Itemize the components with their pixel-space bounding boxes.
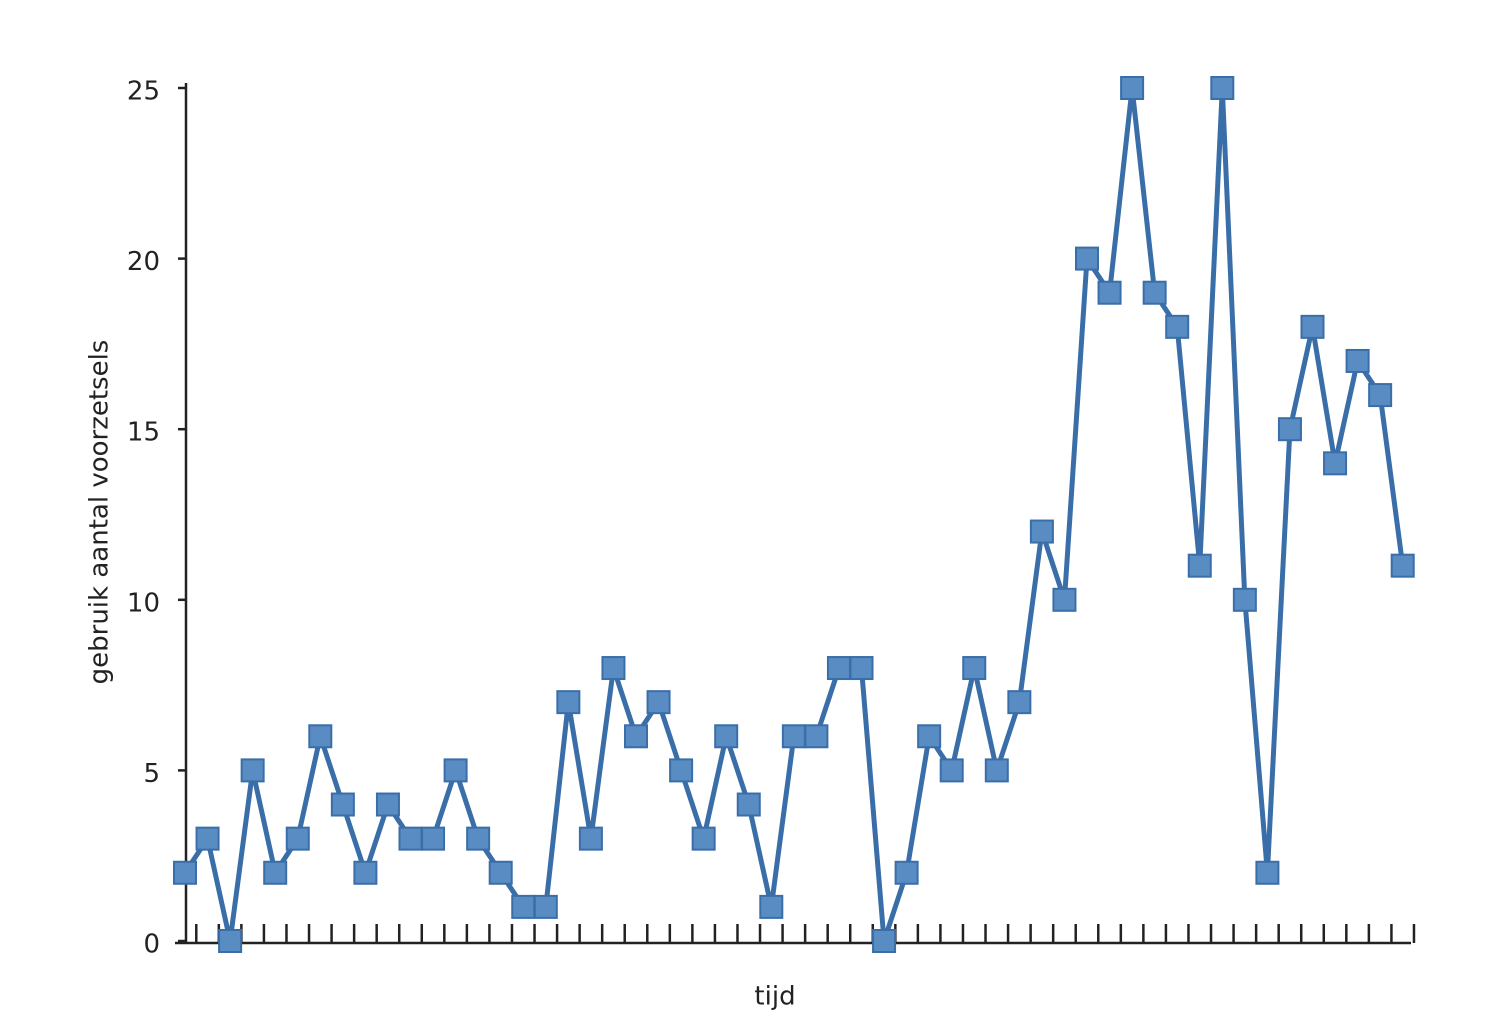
marker <box>1255 860 1280 885</box>
marker <box>804 724 829 749</box>
marker <box>240 758 265 783</box>
marker <box>375 792 400 817</box>
marker <box>1345 348 1370 373</box>
marker <box>781 724 806 749</box>
marker <box>984 758 1009 783</box>
marker <box>1029 519 1054 544</box>
y-tick-label: 25 <box>127 77 160 107</box>
marker <box>533 894 558 919</box>
x-axis-label: tijd <box>754 982 795 1012</box>
marker <box>872 929 897 953</box>
marker <box>691 826 716 851</box>
marker <box>1300 314 1325 339</box>
marker <box>173 860 197 885</box>
marker <box>1187 553 1212 578</box>
marker <box>578 826 603 851</box>
marker <box>624 724 648 749</box>
marker <box>511 894 536 919</box>
y-tick-label: 20 <box>127 247 160 277</box>
marker <box>285 826 310 851</box>
y-tick-label: 15 <box>127 418 160 448</box>
marker <box>1210 76 1235 100</box>
marker <box>1052 587 1077 612</box>
marker <box>1323 451 1348 476</box>
marker <box>1142 280 1167 305</box>
y-tick-label: 0 <box>143 930 160 960</box>
marker <box>1232 587 1257 612</box>
marker <box>330 792 355 817</box>
marker <box>195 826 220 851</box>
marker <box>443 758 468 783</box>
series-line <box>182 87 1406 942</box>
marker <box>1075 246 1099 271</box>
marker <box>421 826 446 851</box>
marker <box>646 690 671 715</box>
marker <box>398 826 423 851</box>
marker <box>1368 383 1393 408</box>
marker <box>353 860 378 885</box>
marker <box>488 860 513 885</box>
marker <box>601 656 626 681</box>
marker <box>849 656 874 681</box>
y-tick-label: 5 <box>143 759 160 789</box>
marker <box>1165 314 1190 339</box>
marker <box>1097 280 1122 305</box>
marker <box>1007 690 1032 715</box>
marker <box>1277 417 1302 442</box>
marker <box>263 860 288 885</box>
y-axis-label: gebruik aantal voorzetsels <box>85 340 115 685</box>
marker <box>962 656 987 681</box>
marker <box>218 929 243 953</box>
marker <box>826 656 851 681</box>
marker <box>308 724 333 749</box>
marker <box>759 894 784 919</box>
marker <box>669 758 694 783</box>
marker <box>714 724 739 749</box>
marker <box>556 690 581 715</box>
marker <box>466 826 491 851</box>
marker <box>1120 76 1145 100</box>
marker <box>736 792 761 817</box>
marker <box>939 758 964 783</box>
y-tick-label: 10 <box>127 588 160 618</box>
marker <box>1390 553 1415 578</box>
marker <box>894 860 919 885</box>
marker <box>917 724 942 749</box>
